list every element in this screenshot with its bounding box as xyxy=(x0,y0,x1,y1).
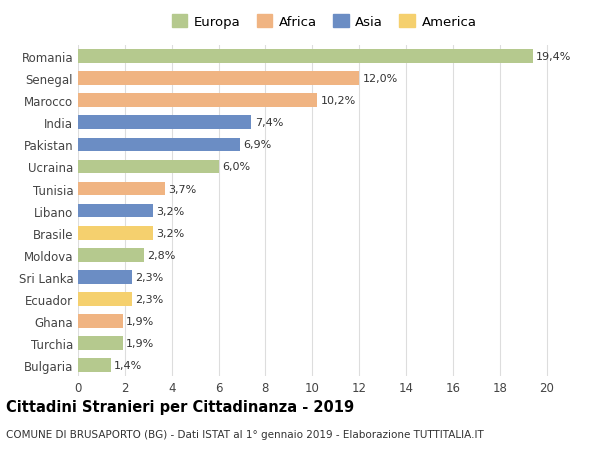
Text: 2,3%: 2,3% xyxy=(136,272,164,282)
Bar xyxy=(78,94,317,108)
Text: 6,9%: 6,9% xyxy=(243,140,271,150)
Bar xyxy=(78,138,239,152)
Bar xyxy=(78,292,132,306)
Text: 1,9%: 1,9% xyxy=(126,338,154,348)
Legend: Europa, Africa, Asia, America: Europa, Africa, Asia, America xyxy=(167,11,481,33)
Text: 2,3%: 2,3% xyxy=(136,294,164,304)
Text: 10,2%: 10,2% xyxy=(320,96,356,106)
Bar xyxy=(78,50,533,64)
Bar xyxy=(78,314,122,328)
Text: 6,0%: 6,0% xyxy=(222,162,250,172)
Text: COMUNE DI BRUSAPORTO (BG) - Dati ISTAT al 1° gennaio 2019 - Elaborazione TUTTITA: COMUNE DI BRUSAPORTO (BG) - Dati ISTAT a… xyxy=(6,429,484,439)
Bar xyxy=(78,270,132,284)
Bar xyxy=(78,336,122,350)
Text: Cittadini Stranieri per Cittadinanza - 2019: Cittadini Stranieri per Cittadinanza - 2… xyxy=(6,399,354,414)
Text: 3,7%: 3,7% xyxy=(168,184,196,194)
Bar xyxy=(78,160,218,174)
Bar xyxy=(78,358,111,372)
Text: 3,2%: 3,2% xyxy=(157,228,185,238)
Bar xyxy=(78,116,251,130)
Text: 2,8%: 2,8% xyxy=(147,250,175,260)
Text: 1,4%: 1,4% xyxy=(115,360,143,370)
Text: 1,9%: 1,9% xyxy=(126,316,154,326)
Bar xyxy=(78,182,164,196)
Text: 12,0%: 12,0% xyxy=(362,74,398,84)
Bar xyxy=(78,204,153,218)
Bar xyxy=(78,226,153,240)
Bar xyxy=(78,72,359,86)
Text: 19,4%: 19,4% xyxy=(536,52,571,62)
Text: 3,2%: 3,2% xyxy=(157,206,185,216)
Bar xyxy=(78,248,143,262)
Text: 7,4%: 7,4% xyxy=(255,118,283,128)
